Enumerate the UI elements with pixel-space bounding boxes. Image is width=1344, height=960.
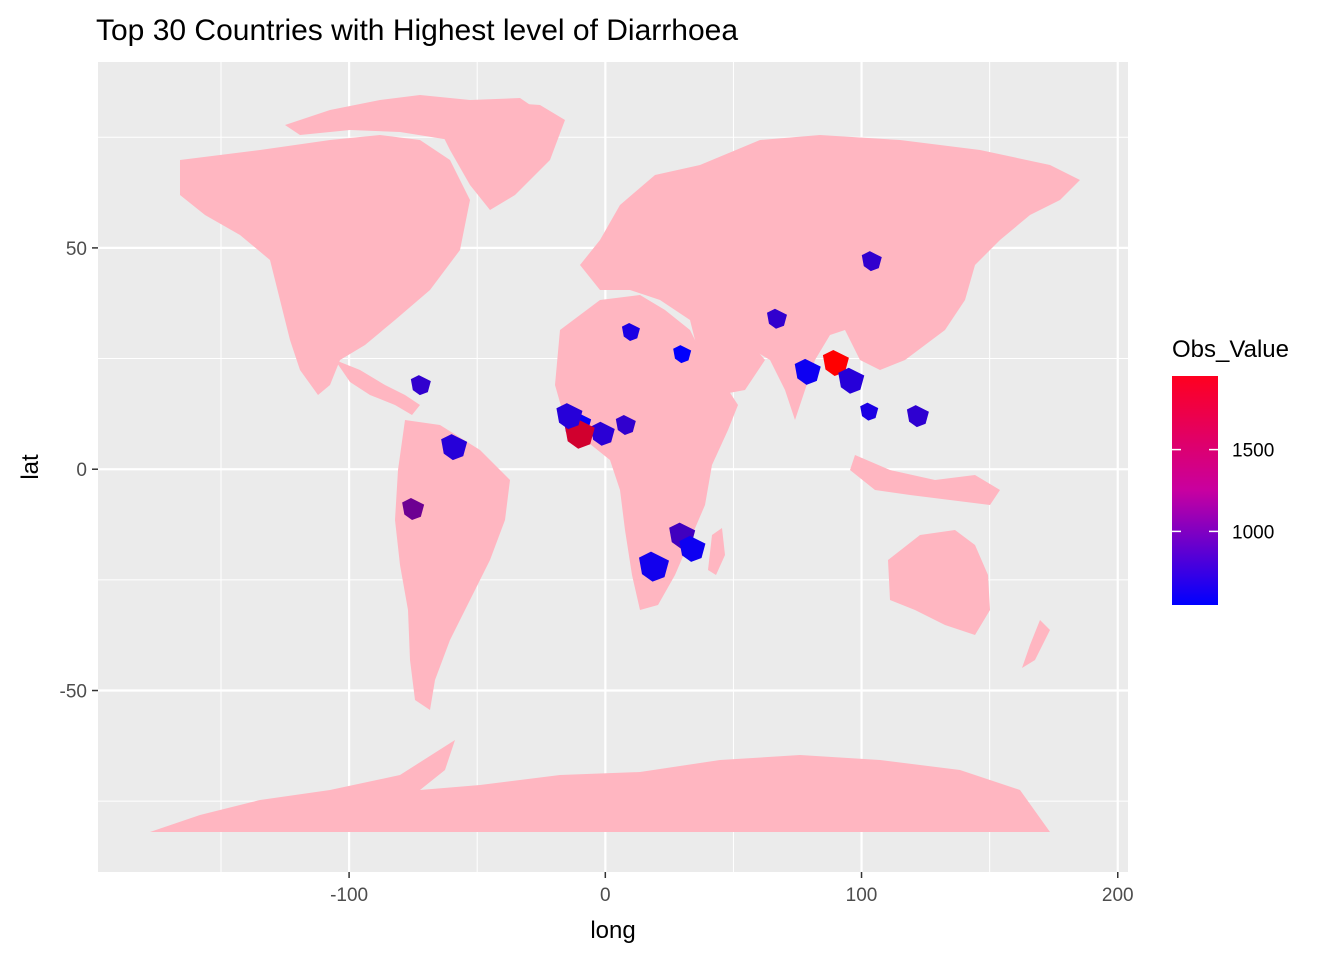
- x-tick-label: -100: [330, 885, 368, 906]
- y-tick-label: 0: [76, 460, 87, 481]
- country-region: [621, 323, 640, 341]
- y-axis: -50 0 50: [60, 239, 98, 703]
- landmass-central-america: [335, 360, 420, 415]
- y-tick-label: -50: [60, 682, 87, 703]
- y-axis-title: lat: [17, 454, 44, 480]
- landmass-australia: [888, 530, 990, 635]
- country-region: [794, 358, 821, 385]
- country-region: [861, 251, 882, 272]
- landmass-southeast-asia-islands: [850, 455, 1000, 505]
- country-region: [906, 405, 929, 428]
- x-tick-label: 100: [846, 885, 878, 906]
- country-region: [822, 349, 849, 376]
- country-region: [766, 308, 787, 329]
- country-region: [402, 498, 425, 521]
- landmass-arabia: [690, 320, 765, 395]
- chart-title: Top 30 Countries with Highest level of D…: [96, 14, 738, 47]
- country-region: [441, 434, 468, 461]
- country-region: [556, 403, 583, 430]
- landmass-eurasia: [580, 135, 1080, 420]
- country-region: [679, 535, 706, 562]
- country-region: [615, 414, 636, 435]
- country-region: [838, 367, 865, 394]
- legend-ticks: 1000 1500: [1172, 441, 1274, 543]
- landmass-new-zealand: [1022, 620, 1050, 668]
- country-regions: [402, 251, 929, 582]
- legend: Obs_Value 1000 1500: [1172, 336, 1289, 605]
- landmass-antarctica: [150, 740, 1050, 832]
- landmass-madagascar: [708, 528, 725, 575]
- legend-title: Obs_Value: [1172, 336, 1289, 363]
- country-region: [590, 421, 615, 446]
- country-region: [410, 375, 431, 396]
- y-tick-label: 50: [66, 239, 87, 260]
- x-tick-label: 0: [600, 885, 611, 906]
- landmass-north-america: [180, 135, 470, 395]
- legend-tick-label: 1500: [1232, 441, 1274, 462]
- landmass-south-america: [395, 420, 510, 710]
- x-axis-title: long: [590, 917, 635, 944]
- country-region: [673, 345, 692, 364]
- x-axis: -100 0 100 200: [330, 872, 1134, 906]
- x-tick-label: 200: [1102, 885, 1134, 906]
- country-region: [860, 402, 879, 421]
- country-region: [638, 551, 669, 582]
- legend-tick-label: 1000: [1232, 522, 1274, 543]
- legend-colorbar: [1172, 376, 1218, 605]
- landmass-greenland: [430, 100, 565, 210]
- landmasses: [150, 95, 1080, 832]
